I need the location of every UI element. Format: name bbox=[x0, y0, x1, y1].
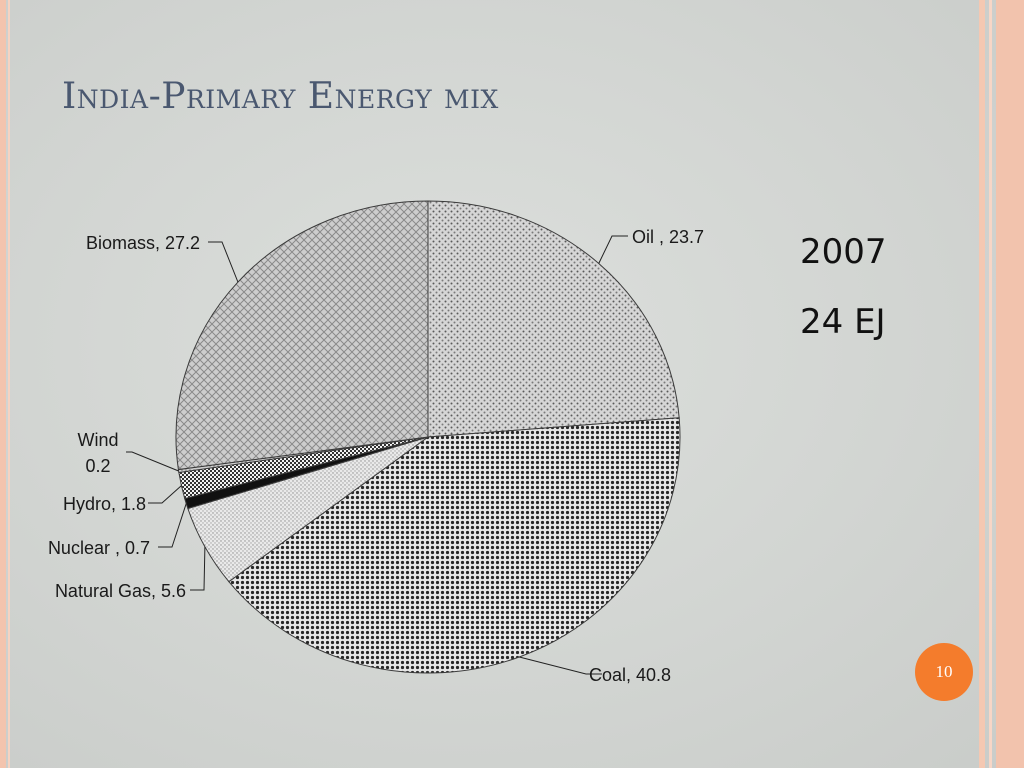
data-label-wind: Wind bbox=[77, 430, 118, 450]
leader-line-nuclear bbox=[158, 503, 187, 548]
leader-line-hydro bbox=[148, 485, 182, 504]
page-number: 10 bbox=[935, 662, 953, 681]
data-label-natural-gas: Natural Gas, 5.6 bbox=[55, 581, 186, 601]
slide-border-right-band bbox=[996, 0, 1024, 768]
leader-line-coal bbox=[519, 656, 602, 675]
leader-line-wind bbox=[126, 451, 179, 472]
pie-slice-oil bbox=[427, 200, 680, 438]
leader-line-biomass bbox=[208, 241, 239, 283]
slide-border-left bbox=[0, 0, 6, 768]
data-label-hydro: Hydro, 1.8 bbox=[63, 494, 146, 514]
slide-border-right-line bbox=[989, 0, 992, 768]
data-label-wind-value: 0.2 bbox=[85, 456, 110, 476]
leader-line-natural-gas bbox=[190, 546, 206, 591]
slide-border-left-line bbox=[8, 0, 10, 768]
pie-slice-biomass bbox=[175, 200, 429, 471]
data-label-nuclear: Nuclear , 0.7 bbox=[48, 538, 150, 558]
leader-line-oil bbox=[598, 235, 628, 264]
total-energy-label: 24 EJ bbox=[800, 302, 886, 342]
data-label-biomass: Biomass, 27.2 bbox=[86, 233, 200, 253]
page-number-badge: 10 bbox=[915, 643, 973, 701]
data-label-coal: Coal, 40.8 bbox=[589, 665, 671, 685]
data-label-oil: Oil , 23.7 bbox=[632, 227, 704, 247]
year-label: 2007 bbox=[800, 232, 887, 272]
slide-title: India-Primary Energy mix bbox=[62, 76, 499, 117]
pie-slice-coal bbox=[228, 417, 681, 674]
slide-border-right bbox=[979, 0, 985, 768]
